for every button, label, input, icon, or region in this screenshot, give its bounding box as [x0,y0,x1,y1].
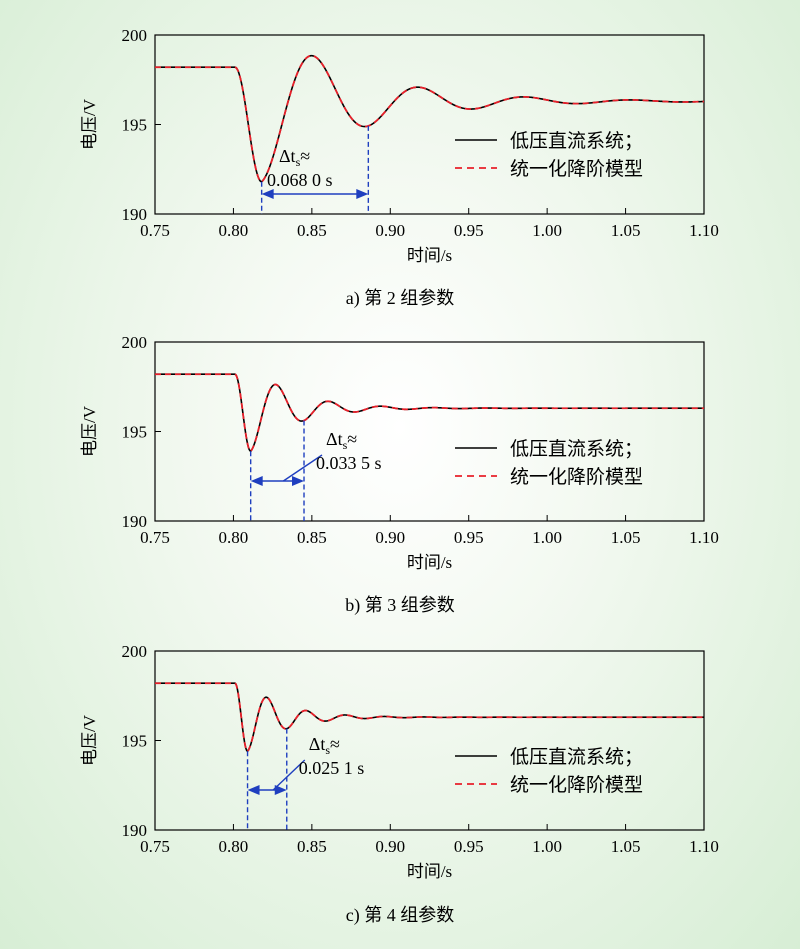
x-tick-label: 0.80 [219,221,249,240]
annotation-approx-sign: ≈ [347,429,357,449]
plot-frame [154,650,705,831]
series-line-model [155,682,704,753]
delta-t-annotation: Δts≈0.033 5 s [249,420,382,521]
x-tick-label: 1.10 [689,837,719,856]
x-tick-label: 0.85 [297,221,327,240]
y-axis-label: 电压/V [80,98,99,150]
y-tick-label: 200 [122,26,148,45]
annotation-delta-symbol: Δt [309,734,326,754]
x-tick-label: 0.80 [219,837,249,856]
annotation-arrowhead-left [261,189,274,199]
y-tick-label: 190 [122,821,148,840]
annotation-approx-sign: ≈ [330,734,340,754]
y-axis-label: 电压/V [80,405,99,457]
plot-frame [154,341,705,522]
legend-label-model: 统一化降阶模型 [510,774,643,796]
legend-label-model: 统一化降阶模型 [510,158,643,180]
y-tick-label: 190 [122,512,148,531]
annotation-value: 0.025 1 s [299,758,365,778]
x-tick-label: 1.05 [611,221,641,240]
legend-label-measured: 低压直流系统； [510,746,643,768]
annotation-delta-label: Δts≈ [309,734,340,757]
annotation-arrowhead-right [356,189,369,199]
annotation-delta-subscript: s [296,155,301,169]
series-line-measured [155,54,705,183]
x-tick-label: 0.95 [454,837,484,856]
annotation-delta-symbol: Δt [326,429,343,449]
x-tick-label: 0.80 [219,528,249,547]
x-tick-label: 0.95 [454,528,484,547]
panel-caption: b) 第 3 组参数 [345,595,455,616]
legend: 低压直流系统； 统一化降阶模型 [455,746,643,796]
x-axis-label: 时间/s [407,862,452,881]
delta-t-annotation: Δts≈0.068 0 s [260,125,370,214]
x-tick-label: 1.05 [611,837,641,856]
x-tick-label: 0.85 [297,837,327,856]
panel-caption: c) 第 4 组参数 [346,905,454,926]
legend: 低压直流系统； 统一化降阶模型 [455,130,643,180]
y-tick-label: 200 [122,333,148,352]
legend: 低压直流系统； 统一化降阶模型 [455,438,643,488]
annotation-delta-subscript: s [325,743,330,757]
chart-panel-2: 0.75 0.80 0.85 0.90 0.95 1.00 1.05 1.10 190 195 20… [80,333,719,616]
y-tick-label: 195 [122,116,148,135]
annotation-arrowhead-right [274,785,287,795]
y-tick-label: 190 [122,205,148,224]
x-tick-label: 0.75 [140,837,170,856]
annotation-delta-subscript: s [343,438,348,452]
annotation-arrowhead-right [292,476,305,486]
annotation-delta-label: Δts≈ [279,146,310,169]
x-tick-label: 0.85 [297,528,327,547]
annotation-leader-line [282,454,323,482]
x-tick-label: 0.90 [375,528,405,547]
x-tick-label: 1.05 [611,528,641,547]
x-tick-label: 1.10 [689,221,719,240]
x-axis-label: 时间/s [407,553,452,572]
y-tick-label: 195 [122,732,148,751]
annotation-delta-label: Δts≈ [326,429,357,452]
x-axis-label: 时间/s [407,246,452,265]
x-tick-label: 1.10 [689,528,719,547]
x-tick-label: 0.95 [454,221,484,240]
x-tick-label: 0.75 [140,221,170,240]
panel-caption: a) 第 2 组参数 [346,288,454,309]
annotation-approx-sign: ≈ [300,146,310,166]
annotation-value: 0.033 5 s [316,453,382,473]
x-tick-label: 0.90 [375,221,405,240]
y-tick-label: 195 [122,423,148,442]
y-tick-label: 200 [122,642,148,661]
x-tick-label: 1.00 [532,221,562,240]
annotation-arrowhead-left [250,476,263,486]
annotation-arrowhead-left [247,785,260,795]
chart-panel-3: 0.75 0.80 0.85 0.90 0.95 1.00 1.05 1.10 190 195 20… [80,642,719,926]
x-tick-label: 1.00 [532,528,562,547]
x-tick-label: 0.75 [140,528,170,547]
chart-panel-1: 0.75 0.80 0.85 0.90 0.95 1.00 1.05 1.10 190 195 20… [80,26,719,309]
legend-label-model: 统一化降阶模型 [510,466,643,488]
series-line-model [155,373,704,453]
legend-label-measured: 低压直流系统； [510,438,643,460]
plot-frame [154,34,705,215]
x-tick-label: 1.00 [532,837,562,856]
delta-t-annotation: Δts≈0.025 1 s [246,728,365,830]
annotation-value: 0.068 0 s [267,170,333,190]
y-axis-label: 电压/V [80,714,99,766]
x-tick-label: 0.90 [375,837,405,856]
legend-label-measured: 低压直流系统； [510,130,643,152]
annotation-leader-line [272,759,306,791]
annotation-delta-symbol: Δt [279,146,296,166]
